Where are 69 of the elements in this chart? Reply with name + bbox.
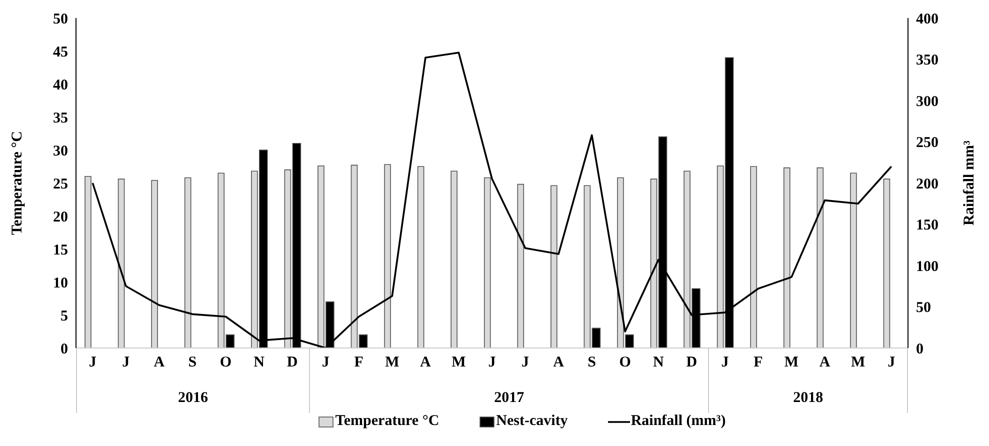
bar	[151, 180, 158, 348]
y-tick-label: 45	[53, 44, 68, 60]
x-tick-label: F	[354, 354, 364, 371]
y2-tick-label: 0	[916, 341, 924, 358]
bar	[517, 184, 524, 348]
y2-tick-label: 350	[916, 52, 938, 69]
y-tick-label: 30	[53, 143, 68, 160]
bar	[184, 177, 192, 348]
x-tick-label: D	[686, 354, 698, 371]
y2-tick-label: 400	[916, 11, 938, 28]
x-tick-label: J	[522, 354, 530, 371]
y2-tick-label: 100	[916, 258, 938, 275]
text: 2018	[793, 390, 824, 406]
x-tick-label: M	[784, 354, 799, 371]
legend-label: Rainfall (mm³)	[630, 413, 726, 430]
y-tick-label: 50	[53, 11, 68, 28]
bar	[550, 185, 558, 348]
y-tick-label: 35	[53, 110, 68, 126]
y-tick-label: 15	[53, 242, 68, 258]
bar	[84, 176, 92, 348]
x-tick-label: J	[322, 354, 330, 371]
x-tick-label: A	[819, 354, 830, 371]
x-tick-label: D	[286, 354, 298, 371]
x-tick-label: O	[220, 354, 232, 371]
bar	[417, 166, 424, 348]
bar	[384, 164, 391, 348]
legend-label: Temperature °C	[334, 413, 440, 430]
x-tick-label: A	[154, 354, 165, 371]
x-tick-label: M	[452, 354, 466, 371]
x-tick-label: J	[888, 354, 896, 371]
x-tick-label: J	[88, 354, 97, 371]
y2-tick-label: 50	[916, 300, 931, 316]
y-tick-label: 10	[53, 275, 68, 292]
y2-tick-label: 150	[916, 218, 938, 234]
bar	[850, 172, 857, 348]
x-tick-label: M	[385, 354, 400, 371]
x-tick-label: N	[652, 354, 664, 371]
x-tick-label: O	[619, 354, 631, 371]
bar	[118, 178, 125, 348]
bar	[883, 178, 890, 348]
y2-tick-label: 300	[916, 94, 938, 110]
y-tick-label: 40	[53, 77, 68, 94]
legend-label: Nest-cavity	[495, 413, 568, 430]
text: 2016	[178, 390, 208, 406]
bar	[484, 177, 491, 348]
y2-axis-title: Rainfall mm³	[961, 140, 978, 226]
x-tick-label: J	[122, 354, 130, 371]
x-tick-label: A	[553, 354, 564, 371]
y-tick-label: 0	[60, 341, 68, 358]
x-tick-label: A	[420, 354, 432, 371]
y-axis-title: Temperature °C	[9, 131, 26, 235]
y-tick-label: 20	[53, 209, 68, 226]
y2-tick-label: 250	[916, 135, 938, 152]
line-series	[92, 52, 892, 348]
x-tick-label: F	[754, 354, 763, 371]
y-tick-label: 25	[53, 176, 68, 192]
bar	[450, 170, 458, 348]
x-tick-label: J	[721, 354, 730, 371]
y-tick-label: 5	[60, 308, 68, 324]
x-tick-label: S	[188, 354, 197, 371]
x-tick-label: M	[850, 354, 866, 371]
x-tick-label: J	[488, 354, 496, 371]
bar	[816, 167, 824, 348]
bar	[750, 166, 757, 348]
bar	[783, 167, 790, 348]
y2-tick-label: 200	[916, 176, 938, 192]
x-tick-label: S	[588, 354, 596, 371]
x-tick-label: N	[254, 354, 265, 371]
text: 2017	[494, 390, 524, 406]
